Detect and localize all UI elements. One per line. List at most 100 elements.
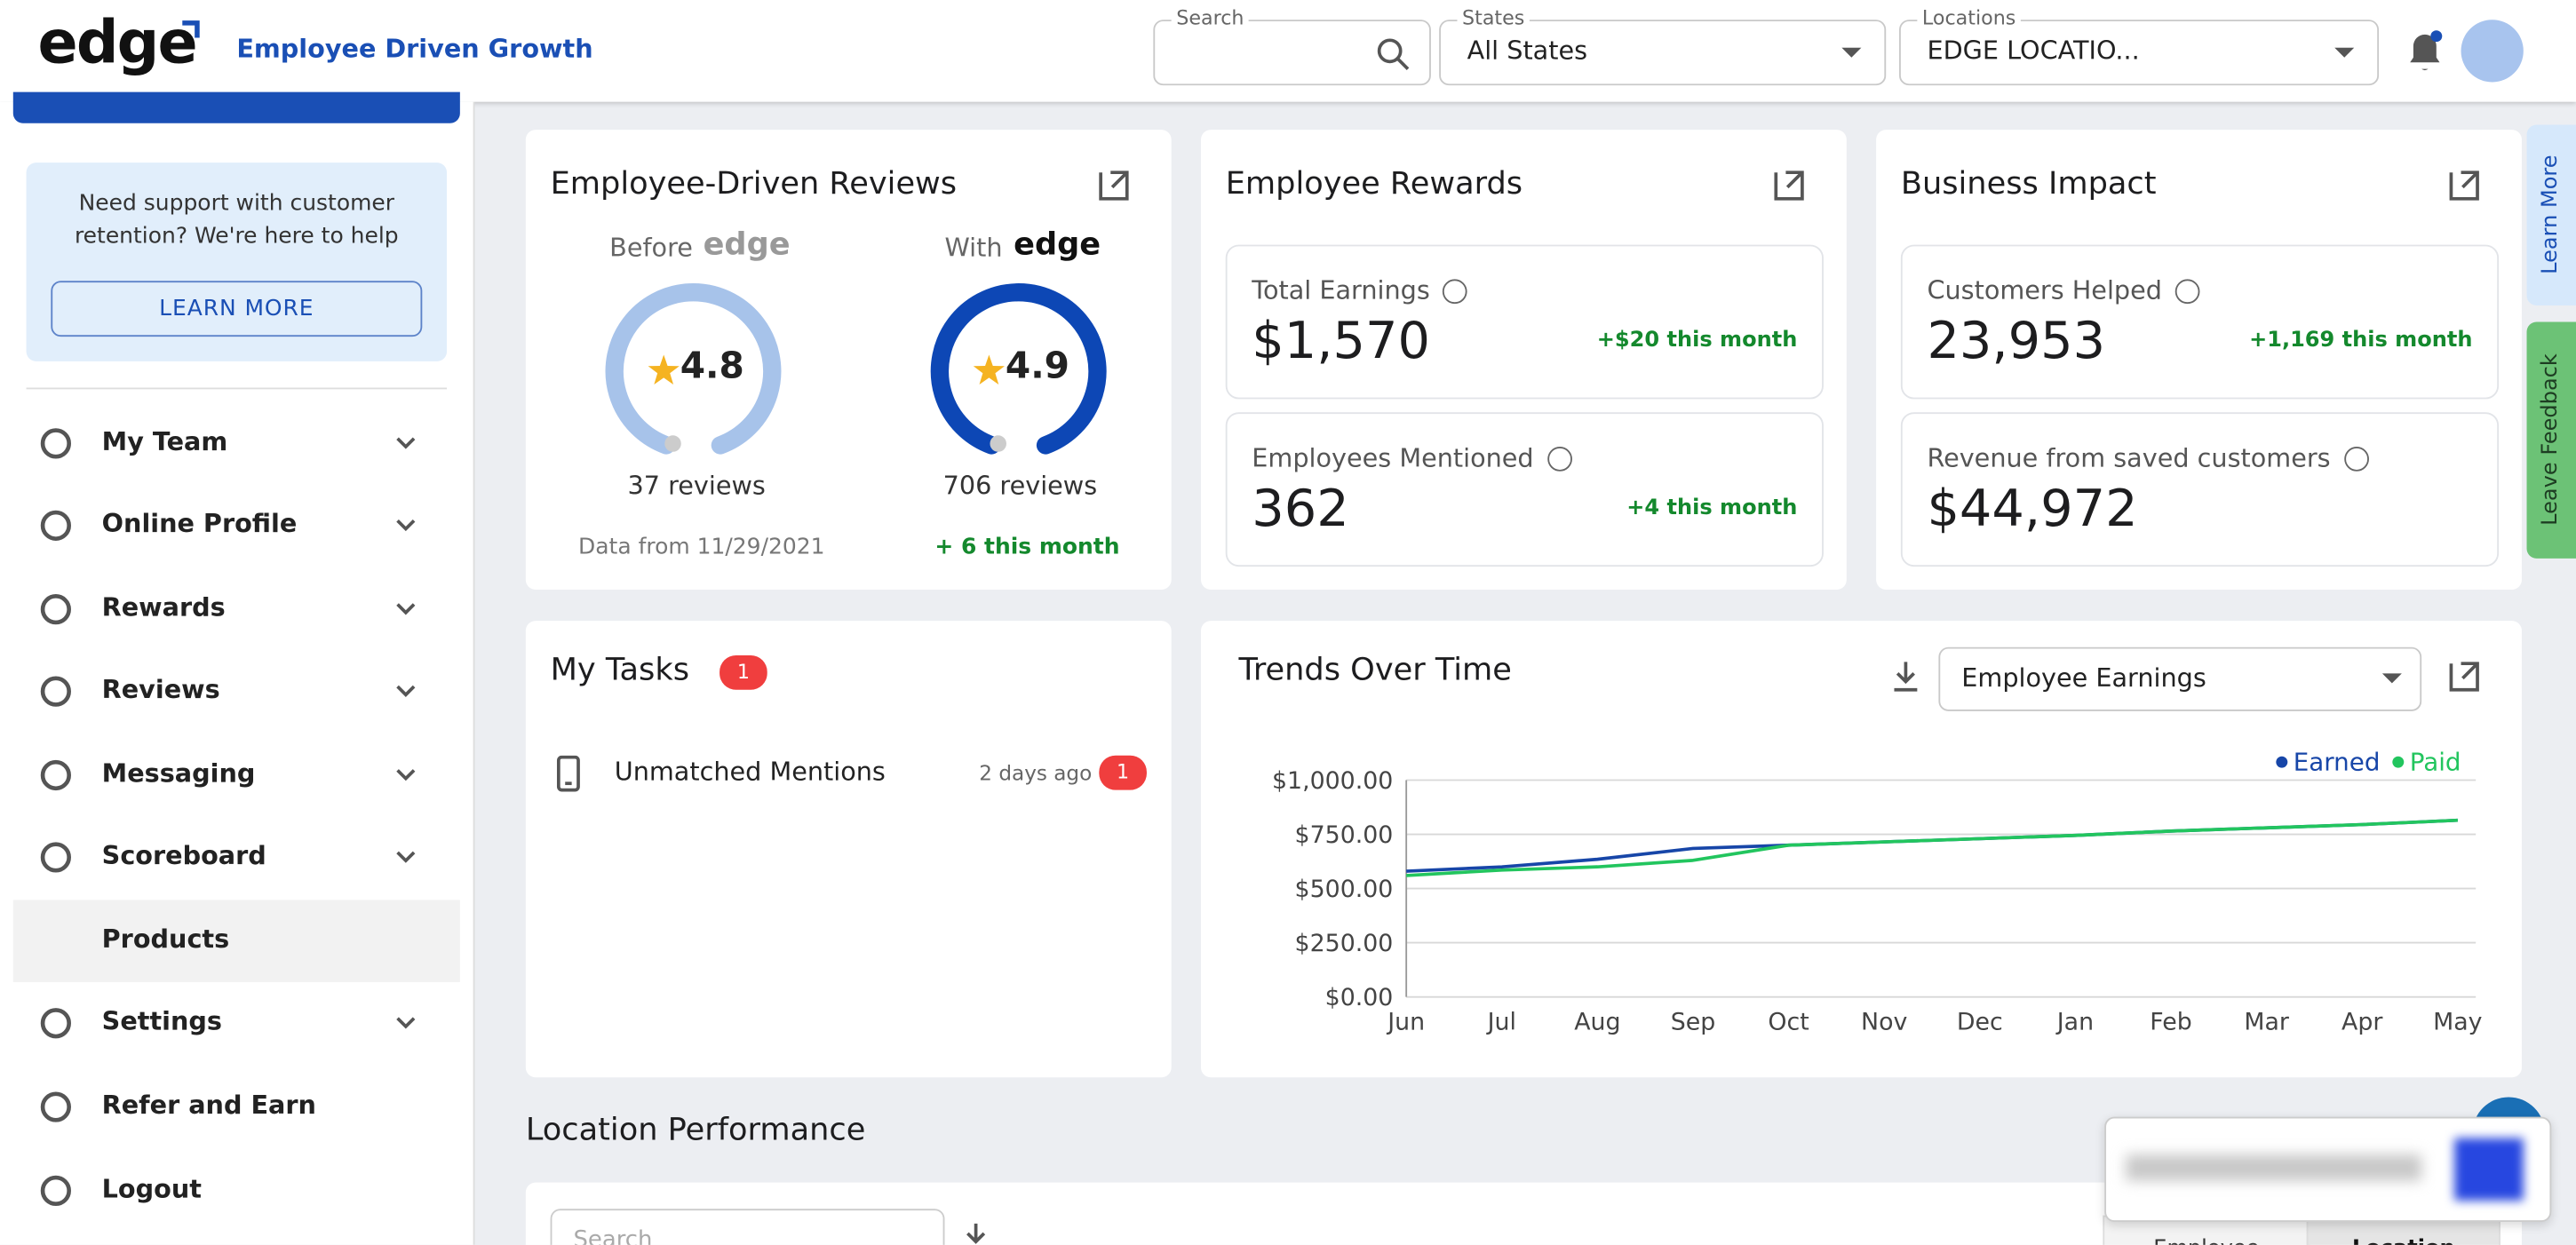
stat-label: Customers Helped [1927,275,2162,306]
dropdown-arrow [2381,673,2402,684]
reviews-card: Employee-Driven Reviews Before edge With… [525,130,1172,590]
menu-item[interactable]: Settings [101,1006,222,1037]
open-icon [2449,662,2479,692]
x-tick-label: Jun [1386,1009,1425,1036]
y-tick-label: $250.00 [1295,930,1394,957]
chevron [396,685,416,697]
chevron [396,437,416,449]
menu-icon [40,1008,71,1039]
x-tick-label: May [2433,1009,2483,1036]
support-box: Need support with customer retention? We… [26,163,448,361]
task-badge: 1 [1099,755,1147,790]
menu-icon [40,1091,71,1122]
stat-delta: +4 this month [1626,496,1798,521]
with-label: With [944,233,1003,263]
x-tick-label: Mar [2244,1009,2290,1036]
open-icon [2449,170,2479,201]
menu-item[interactable]: Scoreboard [101,840,266,871]
notifications[interactable] [2402,27,2448,75]
download-icon[interactable] [963,1222,990,1245]
tasks-card: My Tasks 1 Unmatched Mentions 2 days ago… [525,621,1172,1078]
menu-item[interactable]: Products [101,924,230,955]
menu-icon [40,842,71,873]
phone-icon [556,755,580,792]
blurred-image [2454,1138,2524,1201]
field-label: Locations [1917,6,2021,30]
dropdown-arrow [2334,47,2355,58]
stat-box: Customers Helped 23,953 +1,169 this month [1900,244,2500,400]
x-tick-label: Jul [1486,1009,1516,1036]
x-tick-label: Sep [1671,1009,1716,1036]
card-title: Employee Rewards [1225,165,1523,202]
trends-card: Trends Over Time Employee Earnings [1200,621,2522,1078]
stat-delta: +$20 this month [1596,328,1798,353]
stat-value: 23,953 [1927,312,2106,371]
x-tick-label: Oct [1768,1009,1809,1036]
logo-mark [182,20,200,38]
card-title: My Tasks [550,652,690,688]
states-select[interactable]: States All States [1439,6,1887,86]
logo[interactable]: edge [37,10,198,77]
sidebar-button[interactable] [12,91,460,123]
info-icon [1443,279,1468,305]
menu-icon [40,759,71,791]
brand: edge [703,226,791,263]
info-icon [1546,447,1572,472]
x-tick-label: Dec [1957,1009,2003,1036]
stat-box: Employees Mentioned 362 +4 this month [1225,412,1824,567]
before-rating: 4.8 [680,346,744,388]
card-title: Trends Over Time [1238,652,1512,688]
menu-item[interactable]: Messaging [101,758,256,789]
field-label: States [1457,6,1530,30]
menu-icon [40,594,71,625]
stat-label: Revenue from saved customers [1927,443,2331,473]
menu-item[interactable]: Online Profile [101,509,298,539]
menu-item[interactable]: Refer and Earn [101,1090,316,1121]
note: + 6 this month [934,534,1120,560]
divider [26,387,448,390]
avatar[interactable] [2461,20,2524,83]
y-tick-label: $750.00 [1295,821,1394,849]
select-value: EDGE LOCATIO... [1927,36,2140,66]
note: Data from 11/29/2021 [578,534,825,560]
menu-item[interactable]: Rewards [101,592,226,622]
learn-more-button[interactable]: LEARN MORE [51,281,423,337]
menu-item[interactable]: Logout [101,1174,202,1204]
field-label: Search [1171,6,1250,30]
y-tick-label: $500.00 [1295,876,1394,903]
x-tick-label: Apr [2341,1009,2383,1036]
before-label: Before [609,233,693,263]
chevron [396,519,416,532]
x-tick-label: Aug [1574,1009,1620,1036]
chevron [396,1017,416,1029]
search-field[interactable]: Search [1153,6,1431,86]
stat-value: 362 [1252,480,1349,539]
location-search[interactable]: Search [550,1209,945,1245]
rating-ring [605,283,782,455]
menu-item[interactable]: My Team [101,426,228,457]
y-tick-label: $0.00 [1325,984,1394,1011]
stat-label: Employees Mentioned [1252,443,1534,473]
x-tick-label: Jan [2055,1009,2094,1036]
x-tick-label: Feb [2150,1009,2191,1036]
menu-icon [40,676,71,707]
download-icon[interactable] [1891,660,1920,693]
menu-item[interactable]: Reviews [101,675,220,705]
select-value: All States [1467,36,1588,66]
metric-select[interactable]: Employee Earnings [1938,646,2422,711]
stat-value: $1,570 [1252,312,1430,371]
x-tick-label: Nov [1861,1009,1907,1036]
menu-highlight [12,900,460,982]
chat-popup[interactable] [2104,1116,2552,1223]
support-text: Need support with customer retention? We… [74,190,399,250]
star [648,354,680,385]
legend-label: Paid [2410,747,2461,776]
ring-knob [664,435,681,452]
locations-select[interactable]: Locations EDGE LOCATIO... [1899,6,2380,86]
with-rating: 4.9 [1005,346,1069,388]
task-label[interactable]: Unmatched Mentions [614,757,886,787]
review-count: 37 reviews [627,471,766,502]
